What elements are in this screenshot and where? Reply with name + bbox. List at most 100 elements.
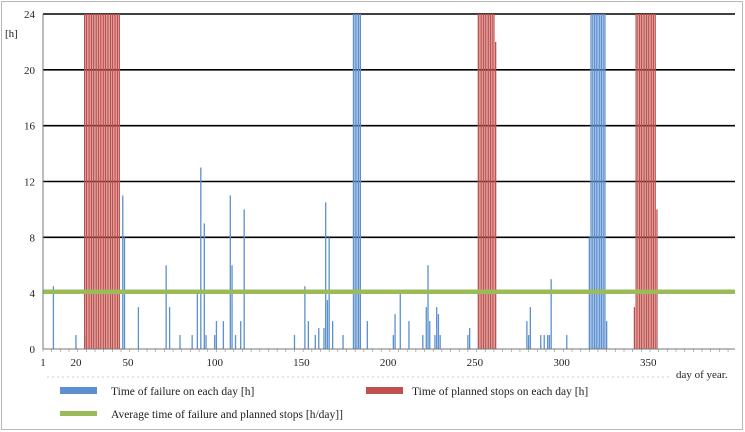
planned-bar-31 [495,41,497,350]
x-dotted-guide [177,376,179,378]
y-tick-label-12: 12 [24,177,35,189]
failure-bar-54 [527,335,530,349]
failure-bar-25 [314,335,316,349]
planned-bar-34 [637,14,639,349]
x-dotted-guide [422,376,424,378]
x-dotted-guide [132,376,134,378]
x-tick-label-300: 300 [553,357,570,369]
failure-bar-5 [137,307,140,349]
planned-bar-36 [640,14,642,349]
failure-bar-51 [467,335,469,349]
x-dotted-guide [332,376,334,378]
planned-bar-44 [654,14,656,349]
failure-bar-39 [392,335,394,349]
failure-bar-37 [359,14,362,349]
planned-bar-11 [103,14,105,349]
x-dotted-guide [47,376,49,378]
planned-bar-0 [83,14,86,349]
x-dotted-guide [597,376,599,378]
x-dotted-guide [647,376,649,378]
x-dotted-guide [407,376,409,378]
failure-bar-0 [52,286,55,349]
x-dotted-guide [377,376,379,378]
failure-bar-32 [342,335,344,349]
failure-bar-3 [122,195,124,349]
legend-item-planned: Time of planned stops on each day [h] [366,386,588,398]
planned-bar-7 [96,14,98,349]
x-dotted-guide [247,376,249,378]
failure-bar-36 [357,14,360,349]
x-dotted-guide [652,376,654,378]
x-dotted-guide [612,376,614,378]
x-dotted-guide [662,376,664,378]
planned-bar-14 [108,14,110,349]
x-dotted-guide [512,376,514,378]
x-dotted-guide [452,376,454,378]
x-dotted-guide [62,376,64,378]
x-dotted-guide [637,376,639,378]
x-dotted-guide [577,376,579,378]
x-dotted-guide [472,376,474,378]
failure-bar-52 [468,328,471,349]
x-dotted-guide [582,376,584,378]
failure-bar-57 [543,335,545,349]
x-dotted-guide [307,376,309,378]
x-dotted-guide [222,376,224,378]
x-dotted-guide [232,376,234,378]
planned-bar-30 [493,14,495,349]
x-dotted-guide [187,376,189,378]
failure-bar-7 [168,307,171,349]
x-dotted-guide [522,376,524,378]
failure-bar-38 [366,321,368,349]
x-dotted-guide [87,376,89,378]
failure-bar-68 [599,14,601,349]
x-dotted-guide [502,376,504,378]
x-dotted-guide [527,376,529,378]
x-tick-label-350: 350 [640,357,657,369]
legend: Time of failure on each day [h] Time of … [60,386,588,421]
x-dotted-guide [277,376,279,378]
x-dotted-guide [207,376,209,378]
planned-bar-40 [647,14,649,349]
failure-bar-12 [203,223,205,349]
planned-bar-29 [491,14,493,349]
x-dotted-guide [602,376,604,378]
x-tick-label-50: 50 [122,357,134,369]
failure-bar-16 [222,321,225,349]
planned-bar-45 [656,209,658,349]
failure-bar-60 [550,279,552,349]
x-dotted-guide [387,376,389,378]
planned-bar-19 [116,14,119,349]
x-dotted-guide [507,376,509,378]
x-dotted-guide [52,376,54,378]
failure-bar-21 [243,209,245,349]
x-dotted-guide [322,376,324,378]
planned-bar-4 [90,14,93,349]
x-dotted-guide [297,376,299,378]
x-tick-label-200: 200 [380,357,397,369]
x-dotted-guide [617,376,619,378]
bar-marks [52,14,658,350]
failure-bar-59 [548,335,551,349]
x-dotted-guide [447,376,449,378]
x-dotted-guide [382,376,384,378]
x-dotted-guide [317,376,319,378]
failure-bar-14 [214,335,216,349]
failure-bar-50 [439,335,441,349]
x-dotted-guide [122,376,124,378]
planned-bar-43 [652,14,655,349]
planned-bar-41 [649,14,651,349]
x-dotted-guide [267,376,269,378]
x-dotted-guide [552,376,554,378]
x-dotted-guide [167,376,169,378]
failure-bar-56 [540,335,542,349]
legend-swatch-failure [60,387,97,394]
x-dotted-guide [257,376,259,378]
x-dotted-guide [97,376,99,378]
legend-swatch-average [60,411,97,416]
x-dotted-guide [567,376,569,378]
axes [42,14,735,378]
failure-bar-1 [75,335,77,349]
